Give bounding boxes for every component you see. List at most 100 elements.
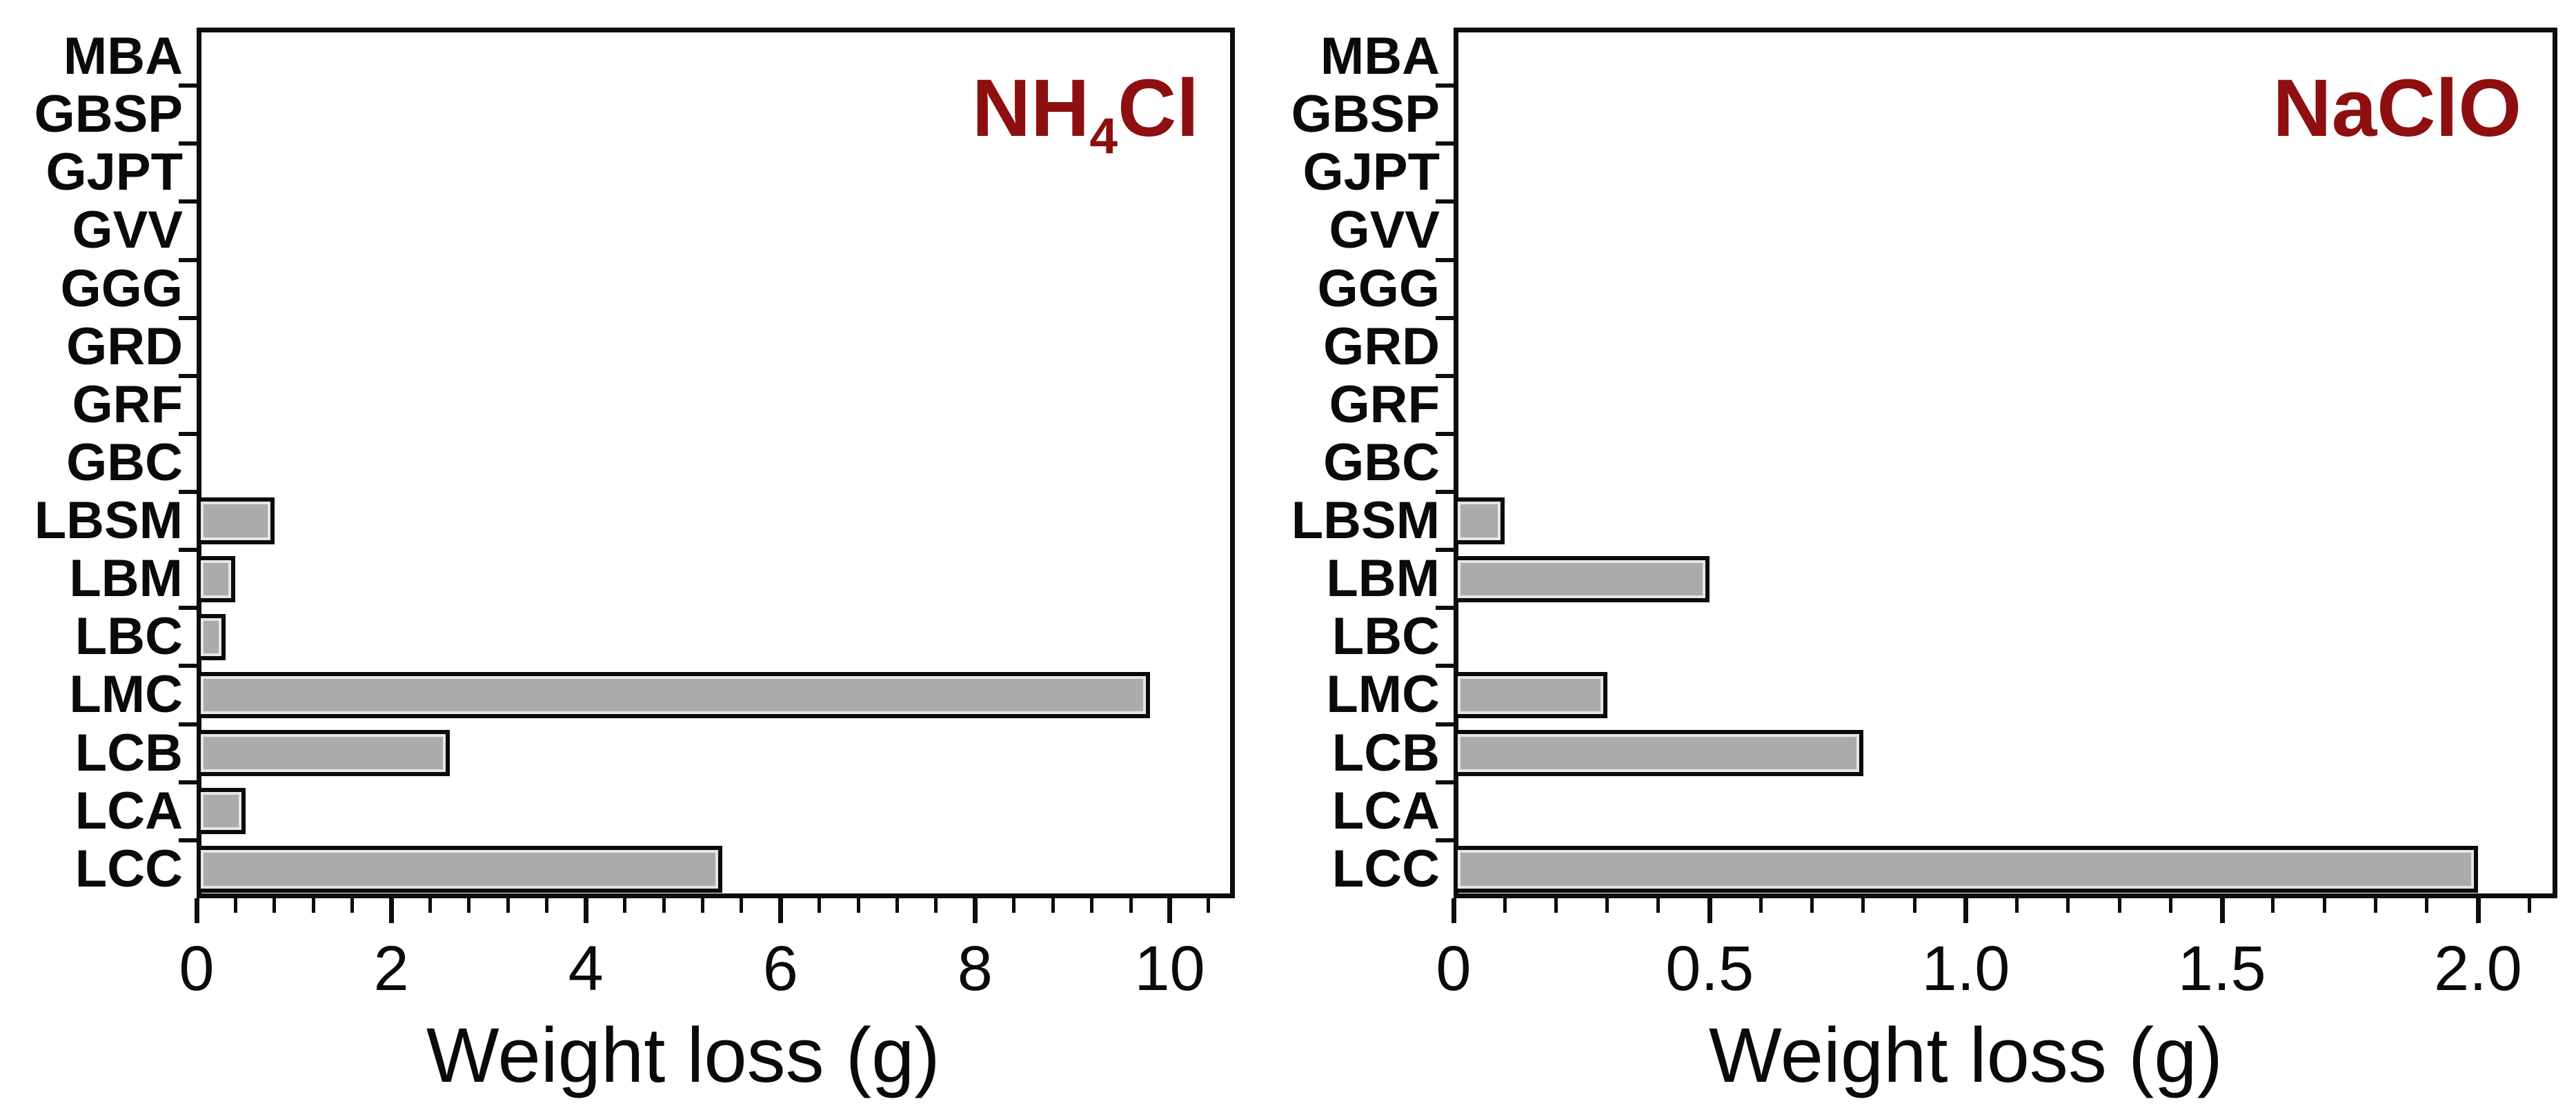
y-axis-tick — [1436, 548, 1454, 553]
x-axis-minor-tick — [1012, 898, 1016, 913]
x-axis-tick-label: 4 — [568, 933, 604, 1004]
category-label: LCC — [75, 839, 183, 898]
y-axis-tick — [179, 199, 197, 204]
y-axis-tick — [179, 257, 197, 262]
y-axis-tick — [1436, 373, 1454, 378]
y-axis-tick — [1436, 257, 1454, 262]
x-axis-minor-tick — [2322, 898, 2326, 913]
y-axis-tick — [1436, 83, 1454, 88]
category-label: GRF — [72, 375, 183, 434]
category-label: MBA — [1320, 27, 1440, 86]
y-axis-tick — [1436, 315, 1454, 320]
y-axis-tick — [179, 722, 197, 726]
x-axis-minor-tick — [2373, 898, 2377, 913]
y-axis-tick — [179, 606, 197, 611]
x-axis-minor-tick — [934, 898, 938, 913]
bar-lcc — [1454, 846, 2478, 893]
y-axis-tick — [179, 315, 197, 320]
x-axis-major-tick — [2475, 898, 2481, 923]
x-axis-minor-tick — [1810, 898, 1814, 913]
x-axis-major-tick — [778, 898, 784, 923]
category-label: GVV — [72, 201, 184, 260]
x-axis-major-tick — [389, 898, 395, 923]
x-axis-minor-tick — [1861, 898, 1865, 913]
x-axis-minor-tick — [1090, 898, 1094, 913]
x-axis-minor-tick — [350, 898, 355, 913]
x-axis-major-tick — [195, 898, 199, 923]
x-axis-minor-tick — [1129, 898, 1133, 913]
x-axis-tick-label: 1.5 — [2177, 933, 2266, 1004]
category-label: LCA — [75, 781, 183, 840]
category-label: GJPT — [1302, 143, 1440, 202]
y-axis-tick — [1436, 664, 1454, 669]
y-axis-tick — [179, 431, 197, 436]
bar-lbsm — [1454, 497, 1505, 544]
x-axis-minor-tick — [2066, 898, 2070, 913]
category-label: LMC — [69, 665, 183, 724]
chart-title: NH4Cl — [972, 68, 1199, 162]
x-axis-tick-label: 2.0 — [2433, 933, 2522, 1004]
x-axis-minor-tick — [856, 898, 860, 913]
chart-title-text: NaClO — [2272, 63, 2521, 154]
x-axis-minor-tick — [1503, 898, 1507, 913]
x-axis-minor-tick — [2015, 898, 2019, 913]
x-axis-title: Weight loss (g) — [1709, 1012, 2223, 1098]
x-axis-minor-tick — [1207, 898, 1211, 913]
y-axis-tick — [179, 838, 197, 842]
y-axis-tick — [1436, 606, 1454, 611]
bar-lcb — [1454, 730, 1863, 777]
x-axis-minor-tick — [1912, 898, 1916, 913]
y-axis-tick — [179, 490, 197, 495]
x-axis-tick-label: 1.0 — [1921, 933, 2010, 1004]
category-label: LBSM — [1291, 491, 1440, 551]
category-label: LCC — [1331, 839, 1440, 898]
category-label: MBA — [63, 27, 183, 86]
bar-lbsm — [197, 497, 275, 544]
x-axis-tick-label: 10 — [1134, 933, 1205, 1004]
chart-title-text: Cl — [1118, 63, 1199, 154]
x-axis-minor-tick — [818, 898, 822, 913]
bar-lbm — [1454, 555, 1710, 602]
bar-lbc — [197, 613, 226, 661]
category-label: GGG — [60, 259, 183, 318]
x-axis-major-tick — [2219, 898, 2225, 923]
category-label: LBC — [75, 607, 183, 666]
y-axis-tick — [1436, 431, 1454, 436]
x-axis-minor-tick — [2527, 898, 2531, 913]
y-axis-tick — [1436, 780, 1454, 784]
x-axis-minor-tick — [2168, 898, 2172, 913]
x-axis-tick-label: 0 — [1436, 933, 1472, 1004]
x-axis-minor-tick — [2271, 898, 2275, 913]
bar-lbm — [197, 555, 235, 602]
x-axis-tick-label: 0.5 — [1665, 933, 1754, 1004]
x-axis-tick-label: 0 — [179, 933, 215, 1004]
y-axis-tick — [1436, 141, 1454, 146]
x-axis-minor-tick — [311, 898, 315, 913]
x-axis-major-tick — [1167, 898, 1173, 923]
category-label: GBSP — [34, 85, 183, 144]
category-label: GRF — [1329, 375, 1440, 434]
category-label: LBC — [1331, 607, 1440, 666]
category-label: LCB — [75, 723, 183, 782]
category-label: GVV — [1329, 201, 1440, 260]
x-axis-title: Weight loss (g) — [426, 1012, 940, 1098]
category-label: LCB — [1331, 723, 1440, 782]
x-axis-minor-tick — [428, 898, 433, 913]
category-label: GBC — [1323, 433, 1440, 492]
x-axis-minor-tick — [1758, 898, 1763, 913]
category-label: LBM — [1326, 549, 1440, 609]
x-axis-minor-tick — [273, 898, 277, 913]
y-axis-tick — [179, 141, 197, 146]
category-label: GRD — [1323, 317, 1440, 376]
chart-title-text: NH — [971, 63, 1090, 154]
y-axis-tick — [179, 664, 197, 669]
bar-lcb — [197, 730, 450, 777]
x-axis-major-tick — [1452, 898, 1456, 923]
y-axis-tick — [179, 780, 197, 784]
x-axis-minor-tick — [895, 898, 900, 913]
chart-title: NaClO — [2272, 68, 2521, 149]
x-axis-major-tick — [1963, 898, 1969, 923]
x-axis-tick-label: 8 — [957, 933, 993, 1004]
x-axis-major-tick — [973, 898, 978, 923]
